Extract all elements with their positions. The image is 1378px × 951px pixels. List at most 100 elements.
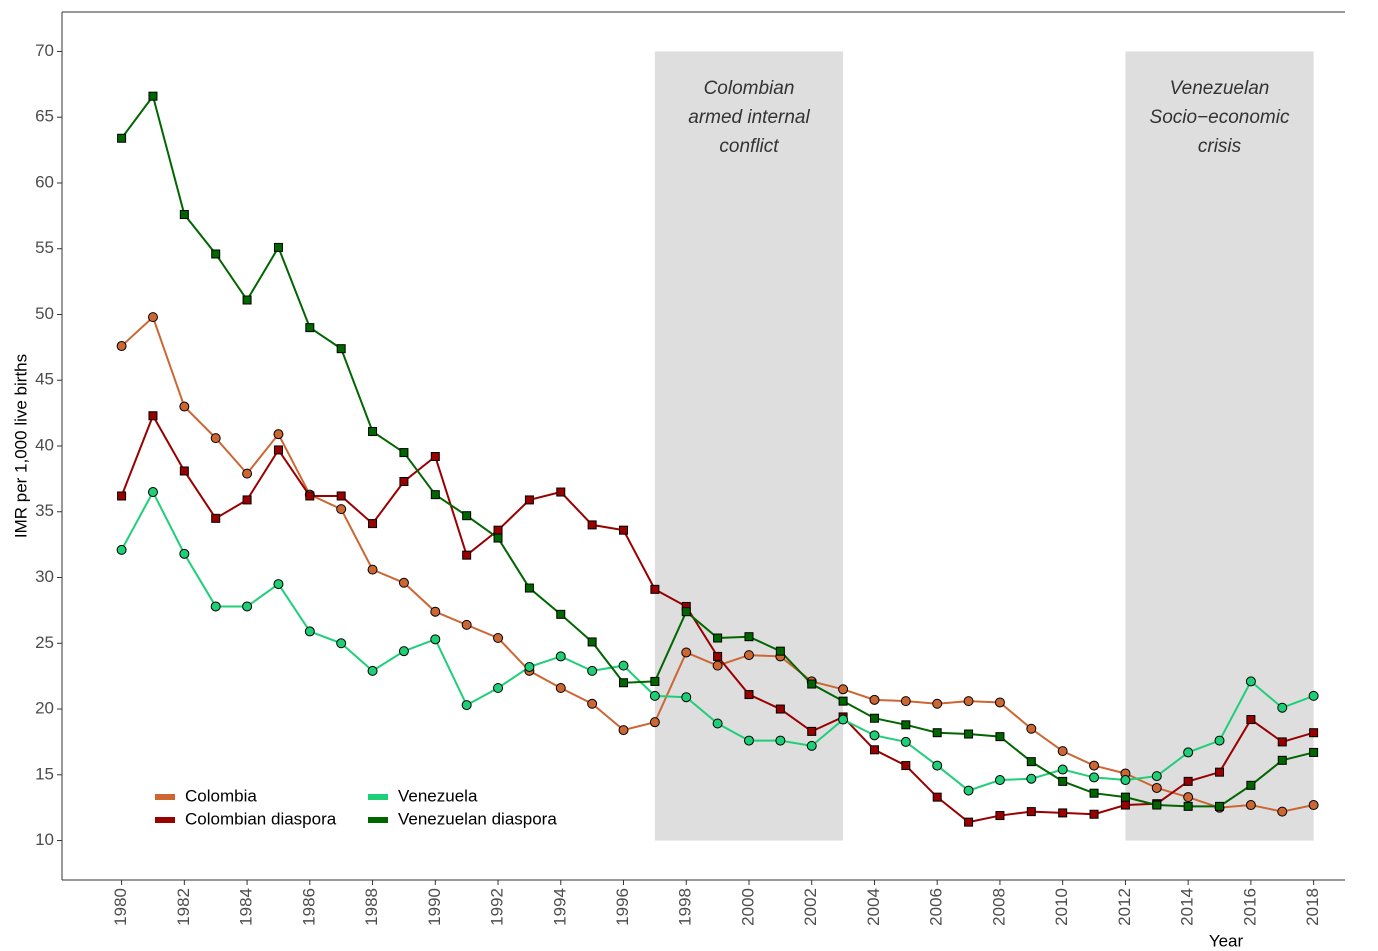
legend-label: Venezuelan diaspora — [398, 809, 557, 828]
marker — [336, 491, 346, 501]
marker — [242, 601, 253, 612]
marker — [430, 606, 441, 617]
marker — [775, 735, 786, 746]
marker — [838, 696, 848, 706]
marker — [367, 665, 378, 676]
marker — [430, 490, 440, 500]
x-tick-label: 2002 — [801, 888, 820, 926]
marker — [1246, 715, 1256, 725]
marker — [681, 607, 691, 617]
marker — [556, 609, 566, 619]
x-axis-label: Year — [1209, 931, 1244, 950]
marker — [806, 740, 817, 751]
marker — [555, 682, 566, 693]
marker — [587, 665, 598, 676]
x-tick-label: 1996 — [613, 888, 632, 926]
x-tick-label: 1988 — [362, 888, 381, 926]
y-tick-label: 70 — [35, 41, 54, 60]
annotation: armed internal — [688, 107, 810, 128]
marker — [587, 698, 598, 709]
x-tick-label: 1980 — [111, 888, 130, 926]
marker — [1058, 808, 1068, 818]
marker — [712, 660, 723, 671]
x-tick-label: 1998 — [676, 888, 695, 926]
legend-label: Colombian diaspora — [185, 809, 337, 828]
marker — [273, 445, 283, 455]
y-tick-label: 55 — [35, 238, 54, 257]
marker — [117, 133, 127, 143]
marker — [994, 775, 1005, 786]
marker — [242, 468, 253, 479]
marker — [932, 728, 942, 738]
marker — [524, 495, 534, 505]
marker — [618, 660, 629, 671]
marker — [1215, 801, 1225, 811]
marker — [587, 637, 597, 647]
marker — [869, 745, 879, 755]
marker — [1215, 767, 1225, 777]
marker — [901, 761, 911, 771]
marker — [493, 525, 503, 535]
marker — [273, 242, 283, 252]
y-tick-label: 15 — [35, 764, 54, 783]
marker — [462, 550, 472, 560]
marker — [399, 477, 409, 487]
marker — [336, 638, 347, 649]
marker — [649, 690, 660, 701]
marker — [210, 601, 221, 612]
annotation: conflict — [719, 136, 779, 157]
marker — [430, 452, 440, 462]
marker — [712, 718, 723, 729]
marker — [210, 433, 221, 444]
marker — [1120, 775, 1131, 786]
marker — [744, 632, 754, 642]
marker — [117, 491, 127, 501]
marker — [1057, 764, 1068, 775]
marker — [336, 504, 347, 515]
y-tick-label: 10 — [35, 830, 54, 849]
y-tick-label: 25 — [35, 633, 54, 652]
marker — [995, 811, 1005, 821]
annotation: Colombian — [704, 78, 795, 99]
marker — [1277, 755, 1287, 765]
marker — [1058, 776, 1068, 786]
marker — [147, 312, 158, 323]
marker — [649, 717, 660, 728]
marker — [807, 679, 817, 689]
x-tick-label: 1992 — [488, 888, 507, 926]
marker — [147, 487, 158, 498]
marker — [1277, 737, 1287, 747]
marker — [1277, 702, 1288, 713]
x-tick-label: 1994 — [550, 888, 569, 926]
y-tick-label: 30 — [35, 567, 54, 586]
marker — [273, 579, 284, 590]
x-tick-label: 2016 — [1240, 888, 1259, 926]
marker — [367, 564, 378, 575]
marker — [1089, 772, 1100, 783]
marker — [994, 697, 1005, 708]
x-tick-label: 1986 — [299, 888, 318, 926]
marker — [681, 647, 692, 658]
legend-label: Colombia — [185, 786, 257, 805]
marker — [869, 694, 880, 705]
marker — [619, 525, 629, 535]
marker — [273, 429, 284, 440]
marker — [116, 341, 127, 352]
marker — [1309, 747, 1319, 757]
marker — [1120, 792, 1130, 802]
marker — [807, 726, 817, 736]
marker — [963, 696, 974, 707]
y-tick-label: 35 — [35, 501, 54, 520]
marker — [242, 295, 252, 305]
y-tick-label: 50 — [35, 304, 54, 323]
y-tick-label: 20 — [35, 699, 54, 718]
marker — [305, 491, 315, 501]
marker — [1089, 809, 1099, 819]
y-tick-label: 40 — [35, 435, 54, 454]
marker — [304, 626, 315, 637]
x-tick-label: 1990 — [425, 888, 444, 926]
y-tick-label: 60 — [35, 172, 54, 191]
marker — [1026, 773, 1037, 784]
marker — [493, 533, 503, 543]
